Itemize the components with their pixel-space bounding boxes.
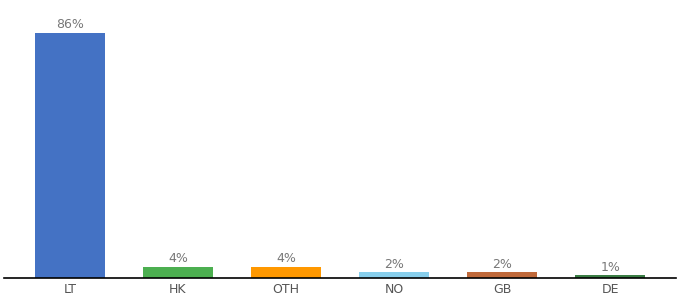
Bar [359,272,429,278]
Text: 1%: 1% [600,261,620,274]
Text: 4%: 4% [168,252,188,265]
Text: 86%: 86% [56,18,84,31]
Bar [467,272,537,278]
Text: 2%: 2% [384,258,404,271]
Text: 4%: 4% [276,252,296,265]
Bar [251,267,321,278]
Bar [143,267,213,278]
Bar [35,33,105,278]
Bar [575,275,645,278]
Text: 2%: 2% [492,258,512,271]
